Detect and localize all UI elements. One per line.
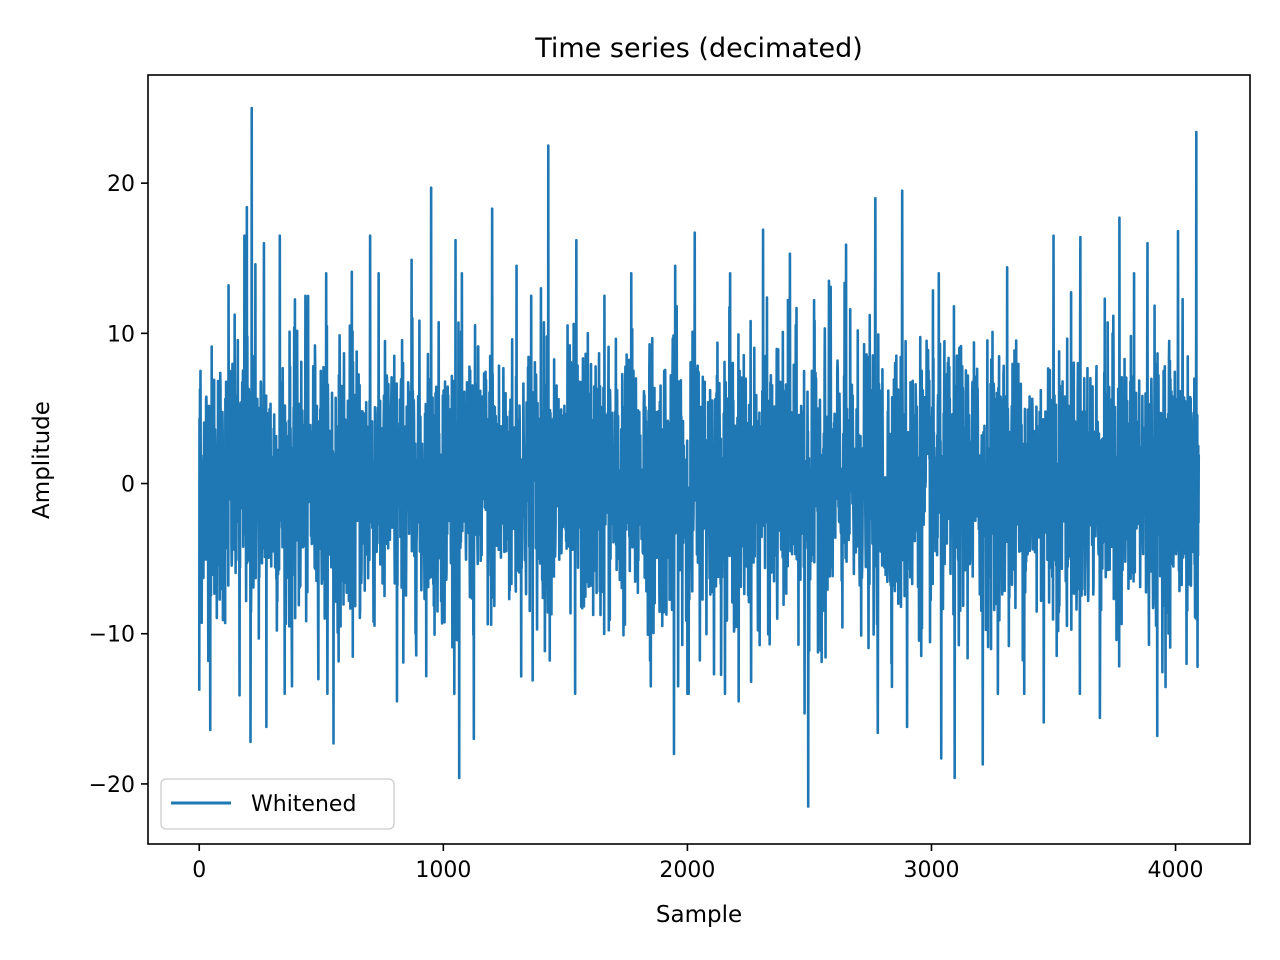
y-tick-label: −20 xyxy=(89,773,135,798)
x-tick-label: 0 xyxy=(192,858,206,883)
x-tick-label: 1000 xyxy=(415,858,471,883)
x-axis-ticks: 0 1000 2000 3000 4000 xyxy=(192,844,1204,883)
series-line-whitened xyxy=(197,106,1201,808)
y-tick-label: 20 xyxy=(107,172,135,197)
x-tick-label: 4000 xyxy=(1148,858,1204,883)
y-tick-label: 0 xyxy=(121,473,135,498)
legend: Whitened xyxy=(160,778,395,830)
y-axis-label: Amplitude xyxy=(29,401,55,519)
y-tick-label: 10 xyxy=(107,322,135,347)
x-axis-label: Sample xyxy=(656,902,742,928)
chart-title: Time series (decimated) xyxy=(534,33,863,64)
y-axis-ticks: −20 −10 0 10 20 xyxy=(89,172,148,798)
y-tick-label: −10 xyxy=(89,623,135,648)
x-tick-label: 2000 xyxy=(659,858,715,883)
x-tick-label: 3000 xyxy=(903,858,959,883)
legend-label-whitened: Whitened xyxy=(251,792,356,817)
legend-box xyxy=(160,778,395,830)
plot-frame xyxy=(147,74,1251,845)
